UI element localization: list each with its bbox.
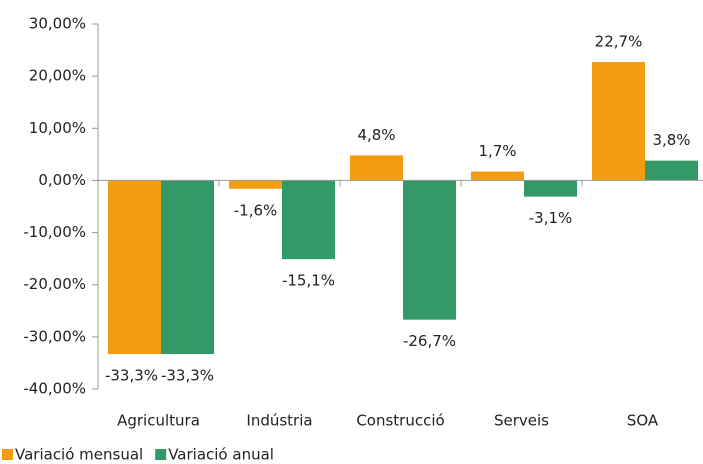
y-tick-label: -10,00%	[23, 223, 86, 241]
y-tick-label: -30,00%	[23, 327, 86, 345]
y-tick-label: 20,00%	[29, 67, 86, 85]
legend-swatch	[155, 449, 167, 460]
legend-swatch	[2, 449, 13, 460]
x-tick-label: Indústria	[246, 412, 312, 430]
y-tick-label: 0,00%	[38, 171, 86, 189]
bar	[471, 171, 524, 181]
value-label: -26,7%	[403, 332, 456, 350]
value-label: -33,3%	[105, 367, 158, 385]
y-tick-label: -20,00%	[23, 275, 86, 293]
bar	[524, 180, 577, 197]
bar	[229, 180, 282, 189]
y-tick-label: 30,00%	[29, 15, 86, 33]
value-label: 22,7%	[595, 33, 643, 51]
value-label: 4,8%	[357, 126, 395, 144]
x-tick-label: Serveis	[494, 412, 549, 430]
value-label: -33,3%	[161, 367, 214, 385]
y-tick-label: -40,00%	[23, 380, 86, 398]
value-label: 3,8%	[652, 131, 690, 149]
value-label: -15,1%	[282, 272, 335, 290]
x-tick-label: Construcció	[356, 412, 444, 430]
bar	[161, 180, 214, 355]
bar	[645, 160, 698, 181]
value-label: -1,6%	[234, 201, 278, 219]
legend-label: Variació anual	[168, 446, 274, 464]
legend-label: Variació mensual	[15, 446, 143, 464]
value-label: 1,7%	[478, 142, 516, 160]
bar	[592, 62, 645, 181]
x-tick-label: Agricultura	[117, 412, 200, 430]
bar	[108, 180, 161, 355]
bar	[403, 180, 456, 320]
bar	[350, 155, 403, 181]
x-tick-label: SOA	[627, 412, 659, 430]
value-label: -3,1%	[529, 209, 573, 227]
y-tick-label: 10,00%	[29, 119, 86, 137]
bar	[282, 180, 335, 260]
